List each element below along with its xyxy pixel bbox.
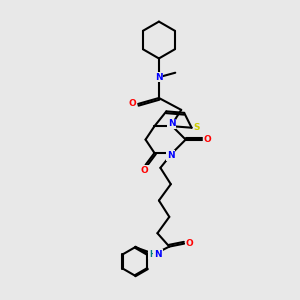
Text: S: S bbox=[194, 123, 200, 132]
Text: O: O bbox=[203, 135, 211, 144]
Text: N: N bbox=[167, 151, 175, 160]
Text: N: N bbox=[168, 119, 176, 128]
Text: N: N bbox=[154, 250, 162, 259]
Text: H: H bbox=[149, 250, 155, 259]
Text: O: O bbox=[186, 239, 194, 248]
Text: O: O bbox=[129, 99, 136, 108]
Text: N: N bbox=[155, 73, 163, 82]
Text: O: O bbox=[140, 166, 148, 175]
